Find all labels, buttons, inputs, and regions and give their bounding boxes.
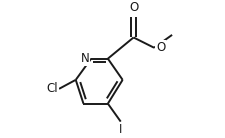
Text: N: N <box>80 52 89 65</box>
Text: I: I <box>119 123 122 136</box>
Text: Cl: Cl <box>46 82 58 95</box>
Text: O: O <box>155 41 164 54</box>
Text: O: O <box>128 1 137 14</box>
